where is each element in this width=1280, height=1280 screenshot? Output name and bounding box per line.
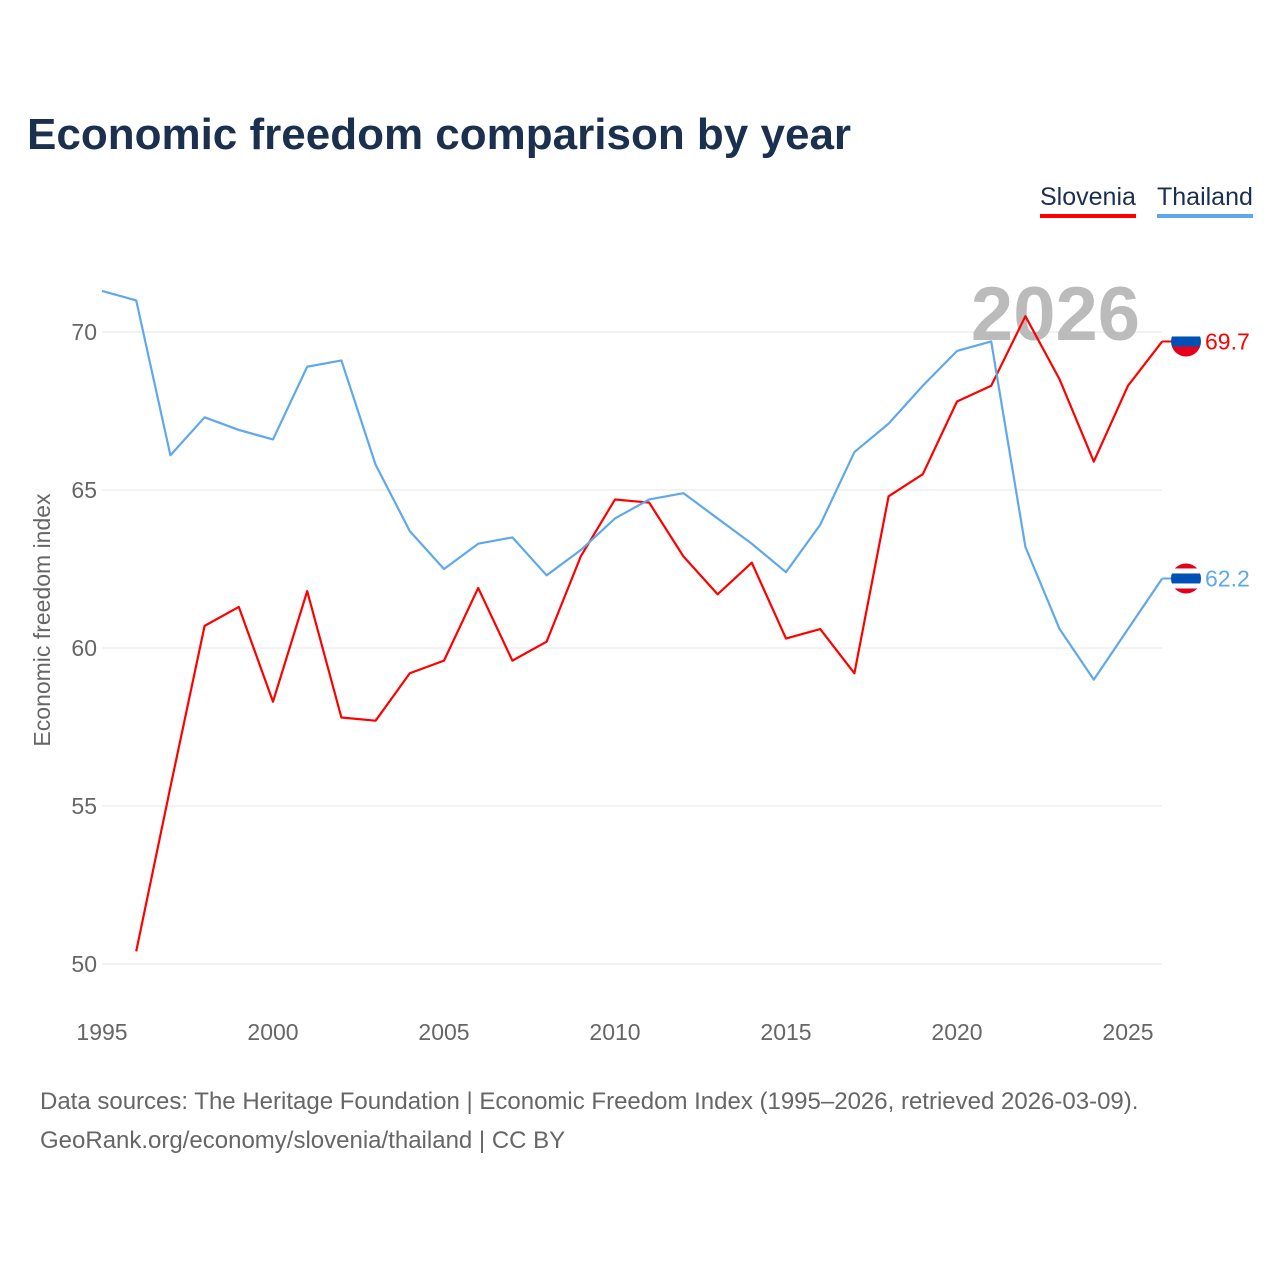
flag-stripe (1171, 346, 1201, 357)
y-tick-label: 55 (71, 793, 97, 819)
source-note: Data sources: The Heritage Foundation | … (40, 1088, 1139, 1115)
flag-stripe (1171, 563, 1201, 569)
flag-stripe (1171, 336, 1201, 347)
series-line-thailand (101, 289, 1164, 681)
legend-thailand[interactable]: Thailand (1157, 183, 1253, 218)
y-axis-label: Economic freedom index (29, 493, 55, 747)
series-line-slovenia (135, 315, 1164, 952)
end-value-label-thailand: 62.2 (1205, 565, 1250, 591)
x-tick-label: 2005 (418, 1019, 469, 1045)
flag-stripe (1171, 568, 1201, 574)
y-tick-label: 50 (71, 951, 97, 977)
flag-stripe (1171, 326, 1201, 337)
legend-slovenia[interactable]: Slovenia (1040, 183, 1136, 218)
x-tick-label: 2000 (247, 1019, 298, 1045)
y-tick-label: 65 (71, 477, 97, 503)
flag-stripe (1171, 573, 1201, 584)
y-tick-label: 70 (71, 319, 97, 345)
flag-stripe (1171, 583, 1201, 589)
flag-stripe (1171, 588, 1201, 594)
year-watermark: 2026 (971, 272, 1140, 357)
source-url[interactable]: GeoRank.org/economy/slovenia/thailand | … (40, 1127, 566, 1154)
slovenia-flag-icon (1171, 326, 1201, 357)
end-value-label-slovenia: 69.7 (1205, 328, 1250, 354)
x-tick-label: 2010 (589, 1019, 640, 1045)
y-tick-label: 60 (71, 635, 97, 661)
x-tick-label: 2025 (1102, 1019, 1153, 1045)
thailand-flag-icon (1171, 563, 1201, 594)
x-tick-label: 2015 (760, 1019, 811, 1045)
chart-title: Economic freedom comparison by year (27, 110, 852, 159)
x-tick-label: 2020 (931, 1019, 982, 1045)
x-tick-label: 1995 (76, 1019, 127, 1045)
